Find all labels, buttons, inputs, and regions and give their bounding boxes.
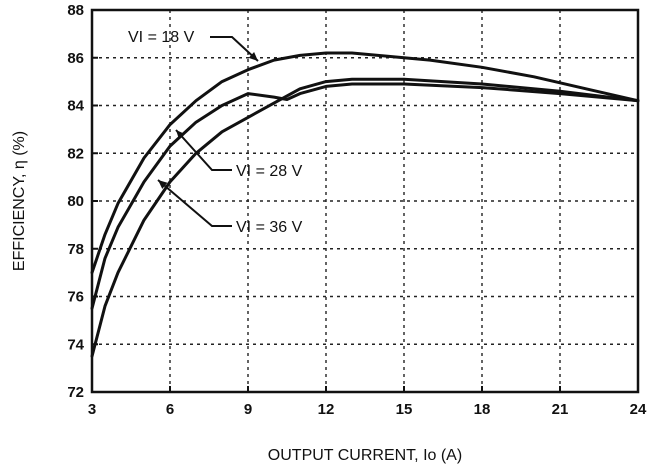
series-line-1 <box>90 82 640 310</box>
annotation-arrowhead-0 <box>248 51 258 61</box>
x-axis-title: OUTPUT CURRENT, Io (A) <box>268 447 462 464</box>
y-tick-label: 82 <box>67 145 84 162</box>
series-group <box>90 51 640 358</box>
y-tick-label: 80 <box>67 193 84 210</box>
annotation-leader-0 <box>210 36 259 62</box>
y-tick-label: 84 <box>67 98 84 115</box>
x-tick-label: 18 <box>474 401 491 418</box>
x-tick-label: 9 <box>244 401 252 418</box>
annotation-label-0: VI = 18 V <box>128 29 195 46</box>
grid <box>92 10 638 392</box>
x-tick-label: 21 <box>552 401 569 418</box>
y-tick-label: 74 <box>67 336 84 353</box>
annotation-arrowhead-1 <box>176 130 185 140</box>
series-line-2 <box>90 77 640 358</box>
annotation-arrowhead-2 <box>158 180 168 189</box>
x-axis: 3 6 9 12 15 18 21 24 <box>88 386 647 418</box>
x-tick-label: 3 <box>88 401 96 418</box>
x-tick-label: 12 <box>318 401 335 418</box>
annotation-label-1: VI = 28 V <box>236 163 303 180</box>
y-tick-label: 78 <box>67 241 84 258</box>
y-tick-label: 72 <box>67 384 84 401</box>
annotation-leader-1 <box>175 129 232 171</box>
annotation-label-2: VI = 36 V <box>236 219 303 236</box>
y-tick-label: 88 <box>67 2 84 19</box>
x-tick-label: 6 <box>166 401 174 418</box>
y-axis-title: EFFICIENCY, η (%) <box>11 131 28 271</box>
annotation-leader-2 <box>157 179 232 227</box>
x-tick-label: 15 <box>396 401 413 418</box>
y-axis: 72 74 76 78 80 82 84 86 88 <box>67 2 98 401</box>
annotations: VI = 18 V VI = 28 V VI = 36 V <box>128 29 303 236</box>
x-tick-label: 24 <box>630 401 647 418</box>
series-line-0 <box>90 51 640 275</box>
y-tick-label: 76 <box>67 289 84 306</box>
y-tick-label: 86 <box>67 50 84 67</box>
